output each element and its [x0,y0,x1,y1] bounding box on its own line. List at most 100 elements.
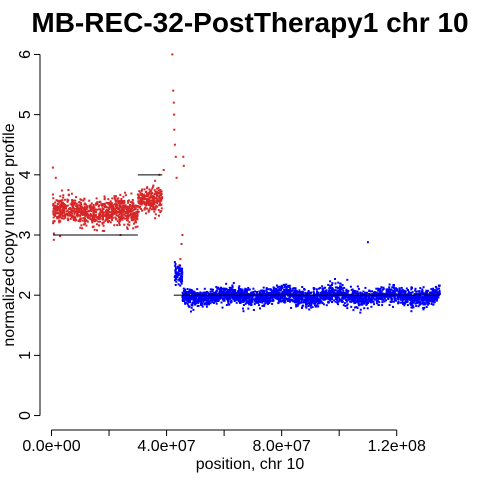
data-point [126,213,129,216]
data-point [399,301,402,304]
data-point [128,199,131,202]
data-point [206,298,209,301]
data-point [380,292,383,295]
data-point [78,209,81,212]
data-point [178,268,181,271]
data-point [149,189,152,192]
data-point [88,210,91,213]
data-point [195,297,197,299]
data-point [104,215,107,218]
data-point [290,294,292,297]
data-point [233,296,235,298]
data-point [118,207,121,210]
data-point [131,199,134,201]
data-point [235,298,238,301]
data-point [353,291,356,294]
data-point [287,285,290,288]
data-point [52,216,55,219]
data-point [407,289,409,291]
data-point [422,298,425,301]
data-point [327,301,329,304]
data-point [376,299,379,302]
y-tick-label: 0 [17,411,34,420]
data-point [136,214,139,217]
data-point [282,298,285,300]
data-point [359,308,362,311]
data-point [74,218,77,221]
data-point [74,216,77,219]
data-point [212,292,215,295]
data-point [158,204,161,207]
data-point [130,219,133,222]
data-point [124,206,127,208]
data-point [375,287,378,290]
data-point [352,294,355,297]
data-point [336,286,339,289]
data-point [268,297,271,300]
data-point [313,303,316,306]
data-point [284,299,287,302]
data-point [237,299,240,302]
data-point [289,288,292,291]
data-point [69,211,72,214]
data-point [83,217,85,220]
data-point [242,307,244,310]
data-point [250,301,253,304]
data-point [364,301,367,303]
data-point [278,297,281,300]
data-point [136,212,139,215]
data-point [344,292,347,295]
data-point [380,286,383,289]
data-point [265,288,268,291]
data-point [312,296,314,299]
data-point [396,296,399,299]
data-point [410,293,413,296]
data-point [128,205,131,208]
data-point [153,193,156,195]
data-point [344,305,347,307]
data-point [435,286,438,289]
data-point [407,296,410,299]
data-point [307,305,310,307]
y-tick-label: 4 [17,170,34,179]
data-point [310,297,313,300]
data-point [205,301,208,304]
data-point [101,215,103,218]
data-point [61,217,64,220]
data-point [279,295,282,297]
data-point [107,198,110,201]
data-point [102,213,105,216]
data-point [317,300,320,303]
data-point [227,299,230,302]
data-point [395,299,397,302]
data-point [280,292,283,295]
data-point [114,207,117,210]
data-point [136,225,139,228]
data-point [393,286,395,289]
data-point [307,296,310,298]
data-point [94,215,97,218]
data-point [119,193,122,196]
data-point [339,282,342,285]
data-point [288,292,291,295]
data-point [200,303,202,306]
data-point [53,206,56,209]
data-point [307,290,310,292]
data-point [174,274,177,277]
data-point [134,207,137,210]
data-point [304,300,306,302]
data-point [148,188,151,191]
data-point [122,207,125,210]
data-point [211,288,214,291]
data-point [100,204,103,206]
data-point [78,220,81,223]
data-point [381,296,384,299]
data-point [76,208,79,210]
data-point [379,292,382,295]
data-point [192,308,195,311]
data-point [101,222,104,225]
data-point [366,307,369,310]
data-point [251,299,254,302]
data-point [111,214,114,217]
